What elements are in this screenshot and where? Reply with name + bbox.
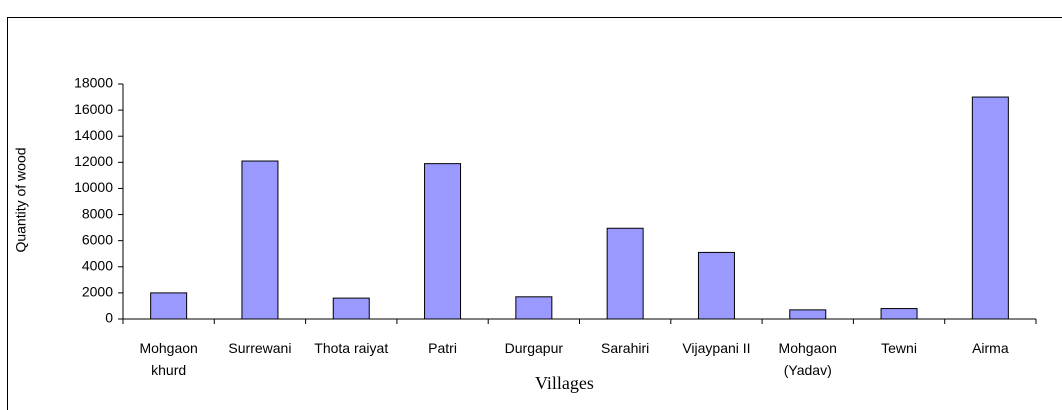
bar <box>241 160 279 320</box>
x-tick-label: Mohgaon (Yadav) <box>778 340 837 378</box>
x-tick-label: Patri <box>428 340 457 356</box>
x-tick-label: Mohgaon khurd <box>139 340 198 378</box>
frame <box>7 17 1062 410</box>
bar <box>697 251 735 320</box>
bar <box>515 296 553 320</box>
bar <box>332 297 370 320</box>
y-tick-label: 14000 <box>74 127 113 143</box>
bar <box>424 163 462 320</box>
bar <box>606 227 644 320</box>
y-tick-label: 12000 <box>74 153 113 169</box>
y-tick-label: 6000 <box>82 231 113 247</box>
y-tick-label: 16000 <box>74 101 113 117</box>
y-tick-label: 4000 <box>82 257 113 273</box>
x-tick-label: Vijaypani II <box>682 340 751 356</box>
y-tick-label: 10000 <box>74 179 113 195</box>
bar <box>971 96 1009 320</box>
x-tick-label: Tewni <box>881 340 917 356</box>
x-tick-label: Airma <box>972 340 1009 356</box>
bar <box>880 308 918 320</box>
x-tick-label: Sarahiri <box>601 340 650 356</box>
x-tick-label: Thota raiyat <box>314 340 389 356</box>
bar <box>150 292 188 320</box>
y-axis-label: Quantity of wood <box>13 147 29 252</box>
y-tick-label: 18000 <box>74 75 113 91</box>
y-tick-label: 8000 <box>82 205 113 221</box>
y-tick-label: 2000 <box>82 284 113 300</box>
y-tick-label: 0 <box>105 310 113 326</box>
x-tick-label: Surrewani <box>228 340 292 356</box>
x-axis-label: Villages <box>535 373 594 393</box>
x-tick-label: Durgapur <box>504 340 564 356</box>
bar <box>789 309 827 320</box>
